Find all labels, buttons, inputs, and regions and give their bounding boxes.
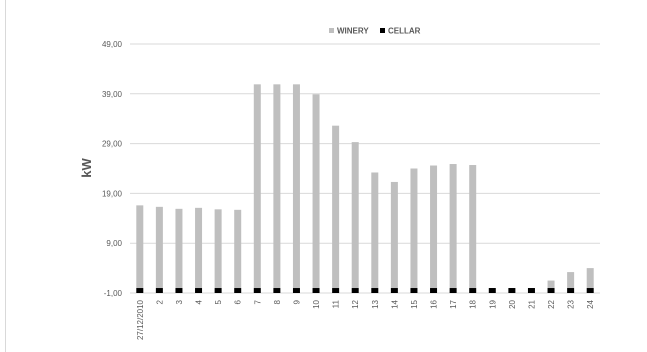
bar-winery — [390, 181, 398, 289]
x-tick-label: 15 — [410, 299, 419, 308]
bar-winery — [586, 268, 594, 289]
left-border-line — [5, 0, 6, 352]
bar-winery — [155, 206, 163, 289]
x-tick-label: 14 — [390, 299, 399, 308]
bar-winery — [136, 205, 144, 289]
bar-winery — [410, 168, 418, 289]
legend-label-winery: WINERY — [337, 27, 369, 36]
bar-winery — [371, 172, 379, 289]
bar-winery — [567, 272, 575, 289]
x-tick-label: 12 — [351, 299, 360, 308]
x-tick-label: 22 — [547, 299, 556, 308]
bar-cellar — [195, 288, 203, 293]
bar-cellar — [469, 288, 477, 293]
bar-winery — [273, 84, 281, 289]
bar-winery — [332, 125, 340, 289]
bar-cellar — [332, 288, 340, 293]
bar-winery — [175, 208, 183, 289]
bar-winery — [430, 165, 438, 289]
bars — [136, 84, 594, 293]
bar-winery — [312, 94, 320, 289]
legend-swatch-cellar — [380, 28, 385, 33]
x-tick-label: 27/12/2010 — [136, 299, 145, 340]
y-tick-label: 39,00 — [102, 90, 123, 99]
x-tick-label: 24 — [586, 299, 595, 308]
bar-cellar — [547, 288, 555, 293]
x-tick-label: 13 — [371, 299, 380, 308]
x-tick-label: 4 — [195, 299, 204, 304]
bar-cellar — [273, 288, 281, 293]
bar-cellar — [312, 288, 320, 293]
bar-cellar — [136, 288, 144, 293]
bar-cellar — [390, 288, 398, 293]
bar-winery — [292, 84, 300, 289]
bar-cellar — [488, 288, 496, 293]
bar-winery — [547, 280, 555, 289]
bar-cellar — [508, 288, 516, 293]
x-tick-label: 21 — [527, 299, 536, 308]
x-tick-label: 3 — [175, 299, 184, 304]
x-tick-label: 9 — [292, 299, 301, 304]
x-tick-label: 23 — [567, 299, 576, 308]
bar-winery — [449, 164, 457, 289]
x-tick-label: 20 — [508, 299, 517, 308]
x-tick-label: 18 — [469, 299, 478, 308]
y-tick-label: 19,00 — [102, 189, 123, 198]
x-tick-label: 16 — [430, 299, 439, 308]
x-tick-label: 5 — [214, 299, 223, 304]
bar-winery — [351, 142, 359, 289]
x-tick-label: 2 — [155, 299, 164, 304]
bar-cellar — [449, 288, 457, 293]
x-tick-label: 8 — [273, 299, 282, 304]
bar-cellar — [430, 288, 438, 293]
y-tick-label: 9,00 — [106, 239, 122, 248]
x-tick-label: 10 — [312, 299, 321, 308]
bar-cellar — [351, 288, 359, 293]
bar-cellar — [155, 288, 163, 293]
y-tick-label: 29,00 — [102, 140, 123, 149]
y-axis-ticks: 49,00 39,00 29,00 19,00 9,00 -1,00 — [102, 40, 123, 298]
bar-cellar — [214, 288, 222, 293]
bar-cellar — [234, 288, 242, 293]
bar-winery — [214, 209, 222, 289]
bar-winery — [253, 84, 261, 289]
y-axis-label: kW — [79, 158, 94, 178]
x-tick-label: 7 — [253, 299, 262, 304]
y-tick-label: 49,00 — [102, 40, 123, 49]
x-tick-label: 19 — [488, 299, 497, 308]
bar-cellar — [175, 288, 183, 293]
x-tick-label: 6 — [234, 299, 243, 304]
bar-cellar — [292, 288, 300, 293]
gridlines — [130, 43, 600, 294]
legend-label-cellar: CELLAR — [388, 27, 421, 36]
x-tick-label: 11 — [332, 299, 341, 308]
x-axis-ticks: 27/12/2010 2 3 4 5 6 7 8 9 10 11 12 13 14 15 16 17 18 19 20… — [136, 299, 595, 340]
bar-winery — [195, 207, 203, 289]
bar-cellar — [527, 288, 535, 293]
bar-cellar — [410, 288, 418, 293]
legend: WINERY CELLAR — [329, 27, 421, 36]
y-tick-label: -1,00 — [104, 289, 123, 298]
legend-swatch-winery — [329, 28, 334, 33]
x-tick-label: 17 — [449, 299, 458, 308]
bar-cellar — [253, 288, 261, 293]
bar-cellar — [371, 288, 379, 293]
bar-winery — [234, 209, 242, 289]
bar-winery — [469, 165, 477, 289]
bar-cellar — [586, 288, 594, 293]
bar-cellar — [567, 288, 575, 293]
